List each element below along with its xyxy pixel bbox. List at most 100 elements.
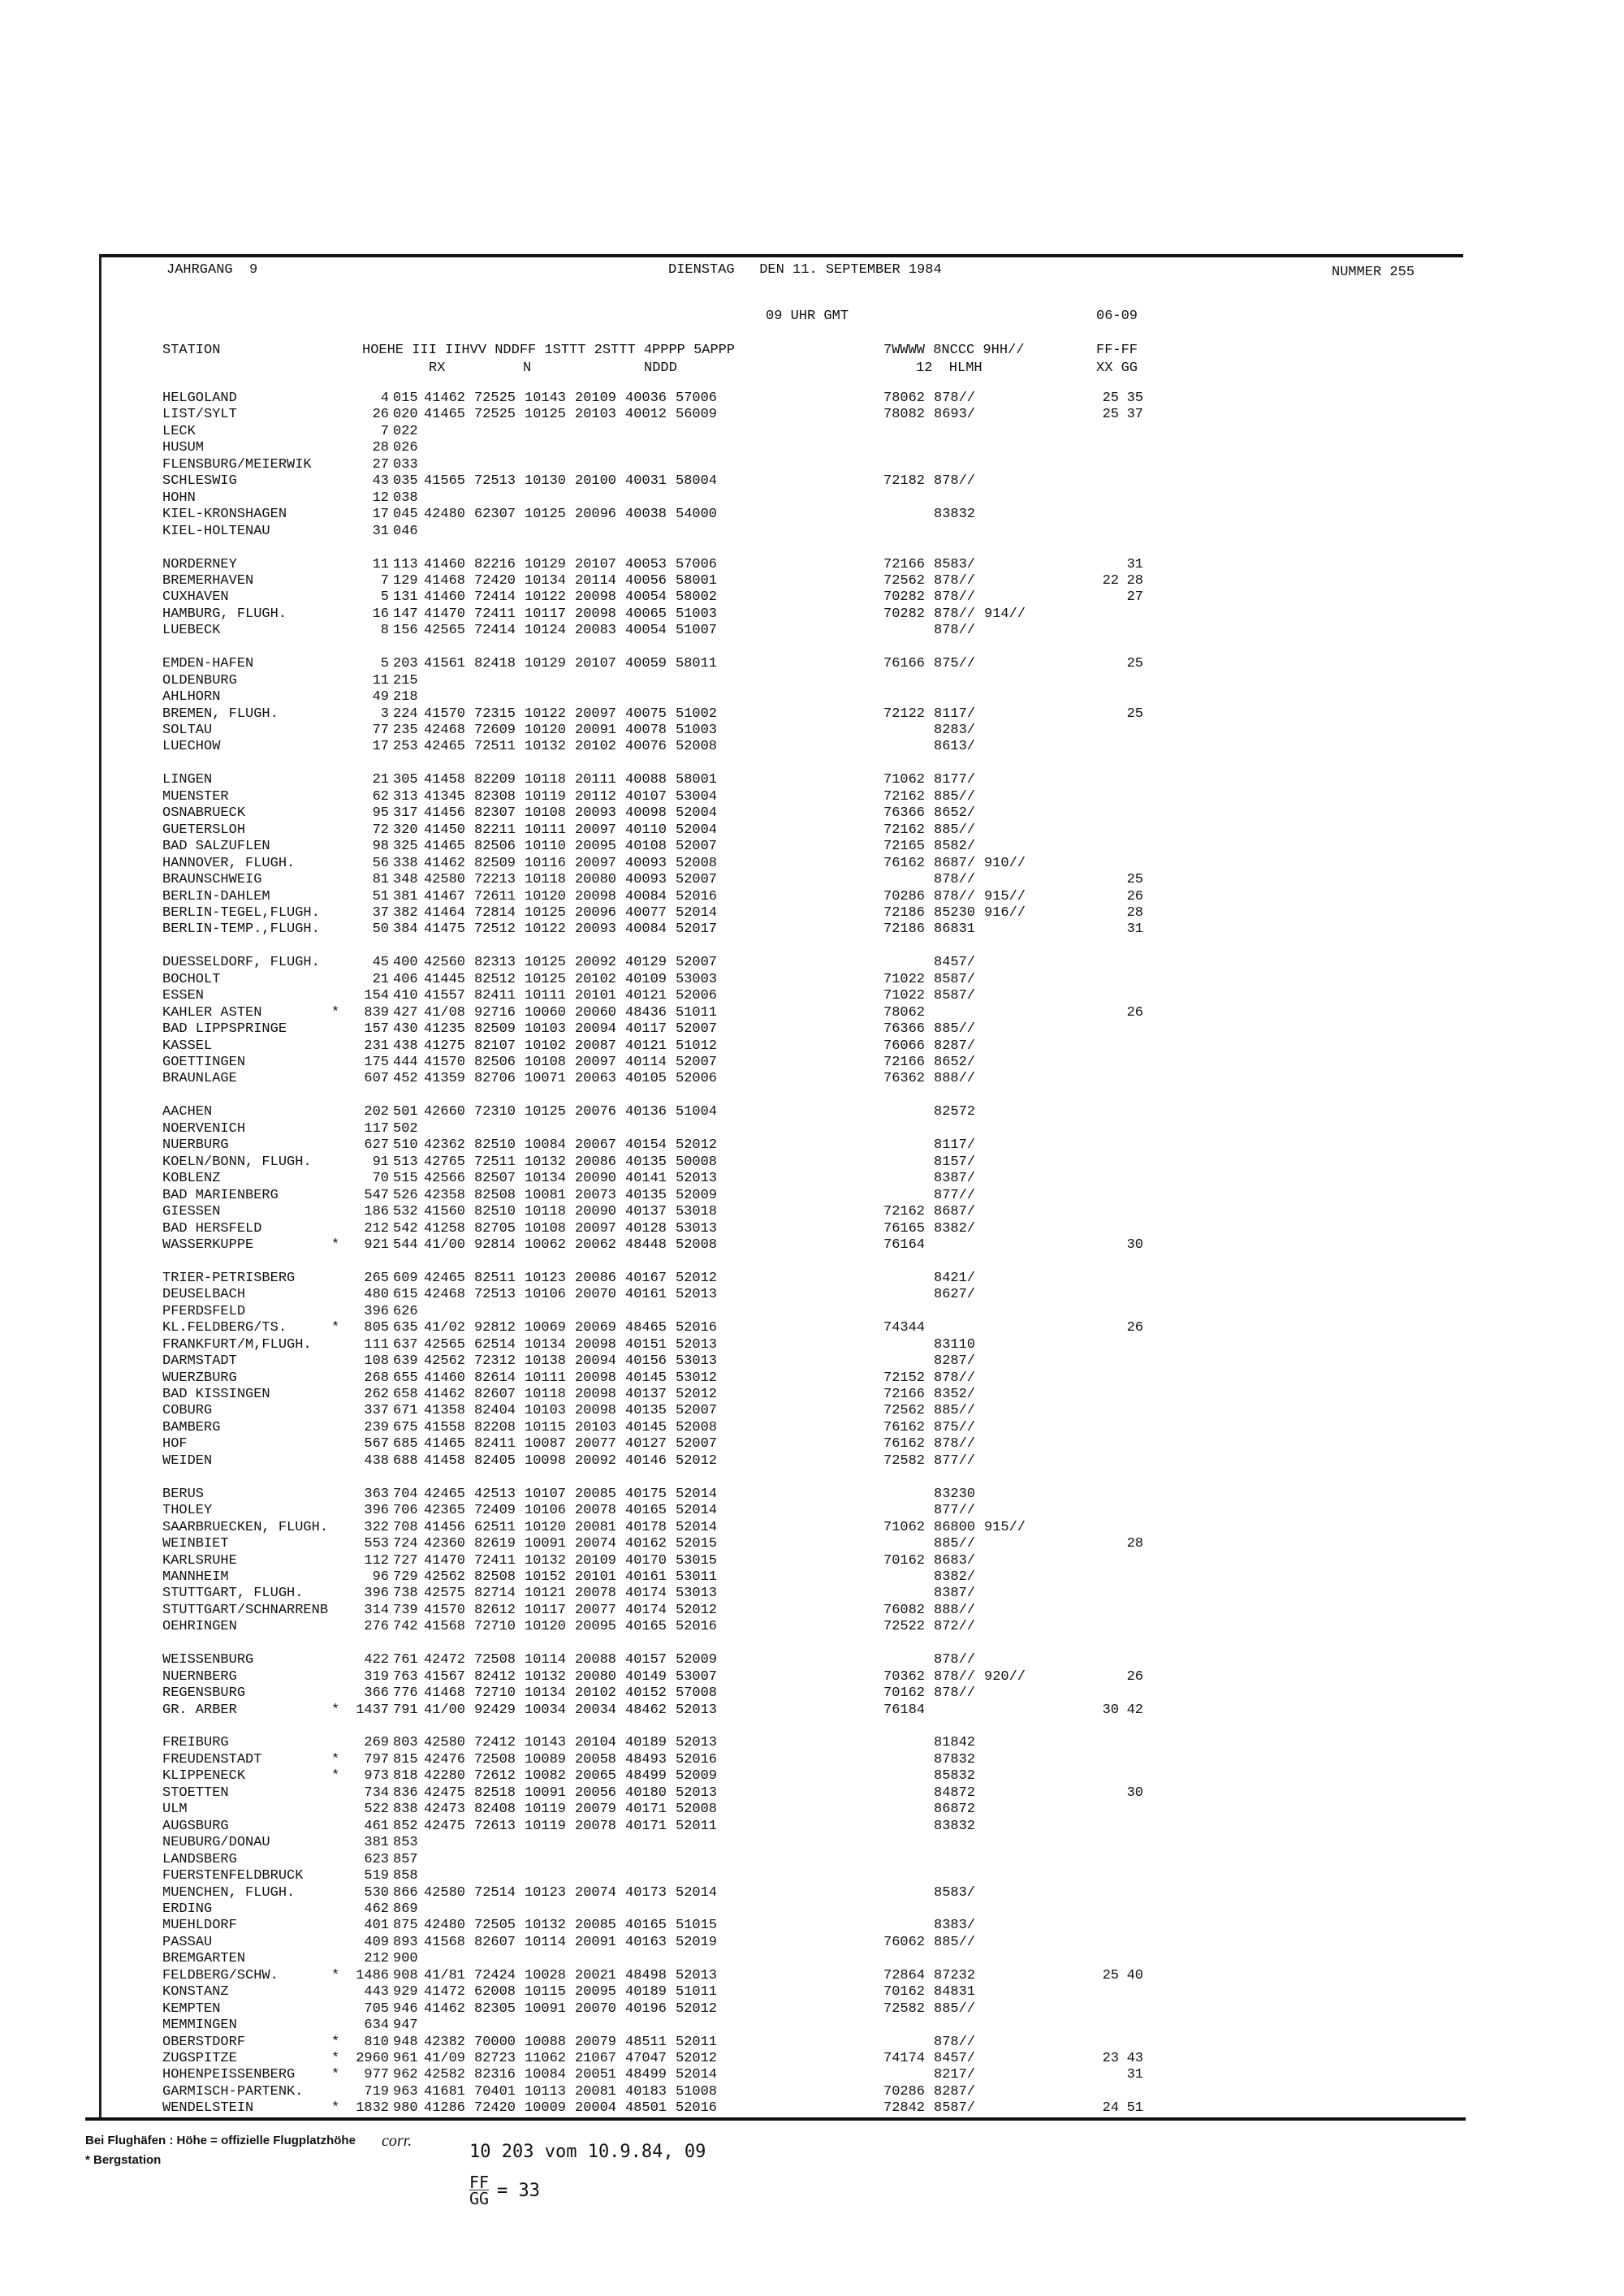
- group-1sttt: 11062: [525, 2051, 567, 2066]
- station-name: DEUSELBACH: [162, 1287, 246, 1303]
- group-iihvv: 41568: [424, 1619, 466, 1635]
- station-name: MEMMINGEN: [162, 2018, 237, 2034]
- station-index: 776: [393, 1685, 418, 1702]
- table-row: KONSTANZ 443 929 41472 62008 10115 20095 40189 5…: [0, 1984, 1624, 2000]
- group-7wwww: 76164: [883, 1236, 926, 1253]
- group-1sttt: 10119: [525, 1802, 567, 1818]
- group-8nccc: 885//: [934, 1934, 976, 1950]
- mountain-mark: *: [331, 2051, 340, 2066]
- group-7wwww: 78062: [883, 391, 926, 406]
- station-name: KEMPTEN: [162, 2000, 221, 2017]
- group-nddff: 82508: [474, 1569, 516, 1585]
- station-index: 857: [393, 1851, 418, 1867]
- group-8nccc: 8583/: [934, 556, 976, 572]
- height: 98: [372, 839, 389, 855]
- group-1sttt: 10132: [525, 1552, 567, 1569]
- station-name: BRAUNLAGE: [162, 1071, 237, 1087]
- group-2sttt: 20056: [575, 1785, 617, 1801]
- gust-ff: 25: [1102, 391, 1119, 406]
- group-8nccc: 877//: [934, 1503, 976, 1519]
- height: 11: [372, 672, 389, 688]
- station-name: GOETTINGEN: [162, 1055, 246, 1070]
- group-iihvv: 41458: [424, 1452, 466, 1469]
- station-index: 320: [393, 822, 418, 838]
- group-9hh: 920//: [984, 1668, 1026, 1685]
- group-nddff: 82614: [474, 1370, 516, 1386]
- group-iihvv: 41472: [424, 1984, 466, 2000]
- table-row: MEMMINGEN 634 947: [0, 2018, 1624, 2034]
- group-9hh: 910//: [984, 855, 1026, 871]
- volume-label: JAHRGANG 9: [166, 262, 258, 278]
- group-5appp: 52016: [676, 2100, 718, 2117]
- station-index: 838: [393, 1802, 418, 1818]
- table-row: OSNABRUECK 95 317 41456 82307 10108 20093 40098…: [0, 805, 1624, 822]
- group-iihvv: 42362: [424, 1137, 466, 1154]
- group-2sttt: 20094: [575, 1021, 617, 1038]
- station-index: 635: [393, 1320, 418, 1336]
- group-7wwww: 71062: [883, 1519, 926, 1535]
- group-2sttt: 20080: [575, 1668, 617, 1685]
- group-iihvv: 41359: [424, 1071, 466, 1087]
- group-2sttt: 20095: [575, 1619, 617, 1635]
- column-header-station: STATION: [162, 343, 221, 358]
- table-row: MUENCHEN, FLUGH. 530 866 42580 72514 10123 200…: [0, 1885, 1624, 1901]
- group-4pppp: 40189: [625, 1984, 667, 2000]
- station-name: WUERZBURG: [162, 1370, 237, 1386]
- group-4pppp: 40078: [625, 723, 667, 738]
- group-5appp: 52016: [676, 1619, 718, 1635]
- group-8nccc: 81842: [934, 1735, 976, 1751]
- group-nddff: 62511: [474, 1519, 516, 1535]
- height: 7: [380, 423, 389, 439]
- group-8nccc: 885//: [934, 2000, 976, 2017]
- height: 12: [372, 490, 389, 506]
- height: 91: [372, 1154, 389, 1170]
- group-2sttt: 20070: [575, 2000, 617, 2017]
- group-5appp: 53011: [676, 1569, 718, 1585]
- group-iihvv: 42575: [424, 1586, 466, 1602]
- group-nddff: 72611: [474, 888, 516, 904]
- table-row: MUEHLDORF 401 875 42480 72505 10132 20085 40165…: [0, 1918, 1624, 1934]
- station-index: 406: [393, 971, 418, 987]
- station-index: 900: [393, 1951, 418, 1967]
- height: 31: [372, 523, 389, 539]
- height: 973: [364, 1768, 389, 1785]
- footer-rule: [85, 2117, 1466, 2121]
- station-index: 253: [393, 739, 418, 755]
- group-4pppp: 40161: [625, 1287, 667, 1303]
- group-8nccc: 8652/: [934, 1055, 976, 1070]
- station-index: 382: [393, 904, 418, 921]
- group-nddff: 72312: [474, 1353, 516, 1370]
- group-1sttt: 10118: [525, 1204, 567, 1220]
- group-nddff: 72525: [474, 407, 516, 423]
- height: 623: [364, 1851, 389, 1867]
- group-nddff: 72420: [474, 572, 516, 589]
- group-5appp: 52007: [676, 839, 718, 855]
- height: 422: [364, 1652, 389, 1668]
- group-8nccc: 888//: [934, 1071, 976, 1087]
- table-row: MANNHEIM 96 729 42562 82508 10152 20101 40161 53…: [0, 1569, 1624, 1586]
- group-iihvv: 41275: [424, 1038, 466, 1054]
- group-8nccc: 84872: [934, 1785, 976, 1801]
- group-8nccc: 8693/: [934, 407, 976, 423]
- group-7wwww: 76366: [883, 1021, 926, 1038]
- group-7wwww: 72522: [883, 1619, 926, 1635]
- height: 396: [364, 1586, 389, 1602]
- height: 81: [372, 872, 389, 888]
- height: 26: [372, 407, 389, 423]
- height: 262: [364, 1387, 389, 1402]
- table-row: KEMPTEN 705 946 41462 82305 10091 20070 40196 52…: [0, 2001, 1624, 2018]
- group-nddff: 72525: [474, 391, 516, 406]
- height: 28: [372, 440, 389, 456]
- gust-ff: 30: [1102, 1702, 1119, 1718]
- group-5appp: 51012: [676, 1038, 718, 1054]
- group-iihvv: 41456: [424, 805, 466, 822]
- airport-height-note: Bei Flughäfen : Höhe = offizielle Flugpl…: [85, 2134, 356, 2147]
- gust-gg: 28: [1126, 1536, 1143, 1552]
- group-nddff: 72512: [474, 921, 516, 938]
- group-iihvv: 41235: [424, 1021, 466, 1038]
- station-name: LINGEN: [162, 772, 213, 788]
- group-5appp: 50008: [676, 1154, 718, 1170]
- station-name: NORDERNEY: [162, 556, 237, 572]
- gust-gg: 26: [1126, 1320, 1143, 1336]
- group-nddff: 62514: [474, 1336, 516, 1353]
